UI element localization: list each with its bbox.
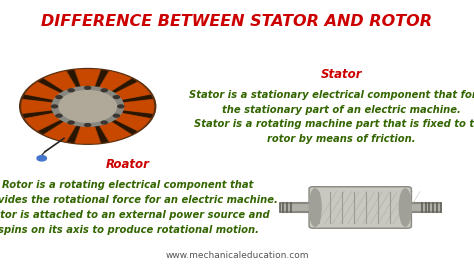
Wedge shape — [21, 99, 57, 114]
Wedge shape — [23, 95, 63, 103]
Wedge shape — [67, 70, 82, 93]
Circle shape — [84, 86, 91, 90]
Wedge shape — [25, 82, 64, 101]
Wedge shape — [111, 82, 150, 101]
Wedge shape — [44, 119, 78, 142]
Wedge shape — [118, 99, 154, 114]
Circle shape — [19, 68, 156, 145]
Text: DIFFERENCE BETWEEN STATOR AND ROTOR: DIFFERENCE BETWEEN STATOR AND ROTOR — [41, 14, 433, 29]
Wedge shape — [38, 116, 70, 134]
Text: Stator is a stationary electrical component that forms
the stationary part of an: Stator is a stationary electrical compon… — [189, 90, 474, 144]
Wedge shape — [75, 69, 100, 89]
Circle shape — [100, 88, 108, 92]
Circle shape — [51, 86, 124, 127]
Wedge shape — [67, 120, 82, 143]
Ellipse shape — [309, 189, 321, 226]
Circle shape — [58, 90, 117, 123]
Circle shape — [113, 95, 120, 99]
Wedge shape — [75, 123, 100, 144]
Wedge shape — [111, 112, 150, 131]
Circle shape — [67, 120, 75, 125]
Wedge shape — [112, 95, 153, 103]
Wedge shape — [98, 71, 131, 93]
Wedge shape — [25, 112, 64, 131]
Circle shape — [67, 88, 75, 92]
Text: Stator: Stator — [320, 68, 362, 81]
FancyBboxPatch shape — [309, 187, 411, 228]
Circle shape — [51, 104, 58, 109]
Wedge shape — [93, 120, 108, 143]
Wedge shape — [112, 109, 153, 118]
Circle shape — [113, 114, 120, 118]
Circle shape — [84, 123, 91, 127]
Circle shape — [55, 95, 63, 99]
Wedge shape — [38, 79, 70, 97]
Circle shape — [55, 114, 63, 118]
Circle shape — [100, 120, 108, 125]
Wedge shape — [105, 116, 137, 134]
Circle shape — [37, 156, 46, 161]
Text: Rotor is a rotating electrical component that
provides the rotational force for : Rotor is a rotating electrical component… — [0, 180, 277, 235]
Wedge shape — [105, 79, 137, 97]
Wedge shape — [98, 119, 131, 142]
Text: Roator: Roator — [106, 159, 150, 171]
Ellipse shape — [399, 189, 411, 226]
Wedge shape — [44, 71, 78, 93]
Wedge shape — [23, 109, 63, 118]
Circle shape — [117, 104, 125, 109]
Wedge shape — [93, 70, 108, 93]
Text: www.mechanicaleducation.com: www.mechanicaleducation.com — [165, 251, 309, 260]
